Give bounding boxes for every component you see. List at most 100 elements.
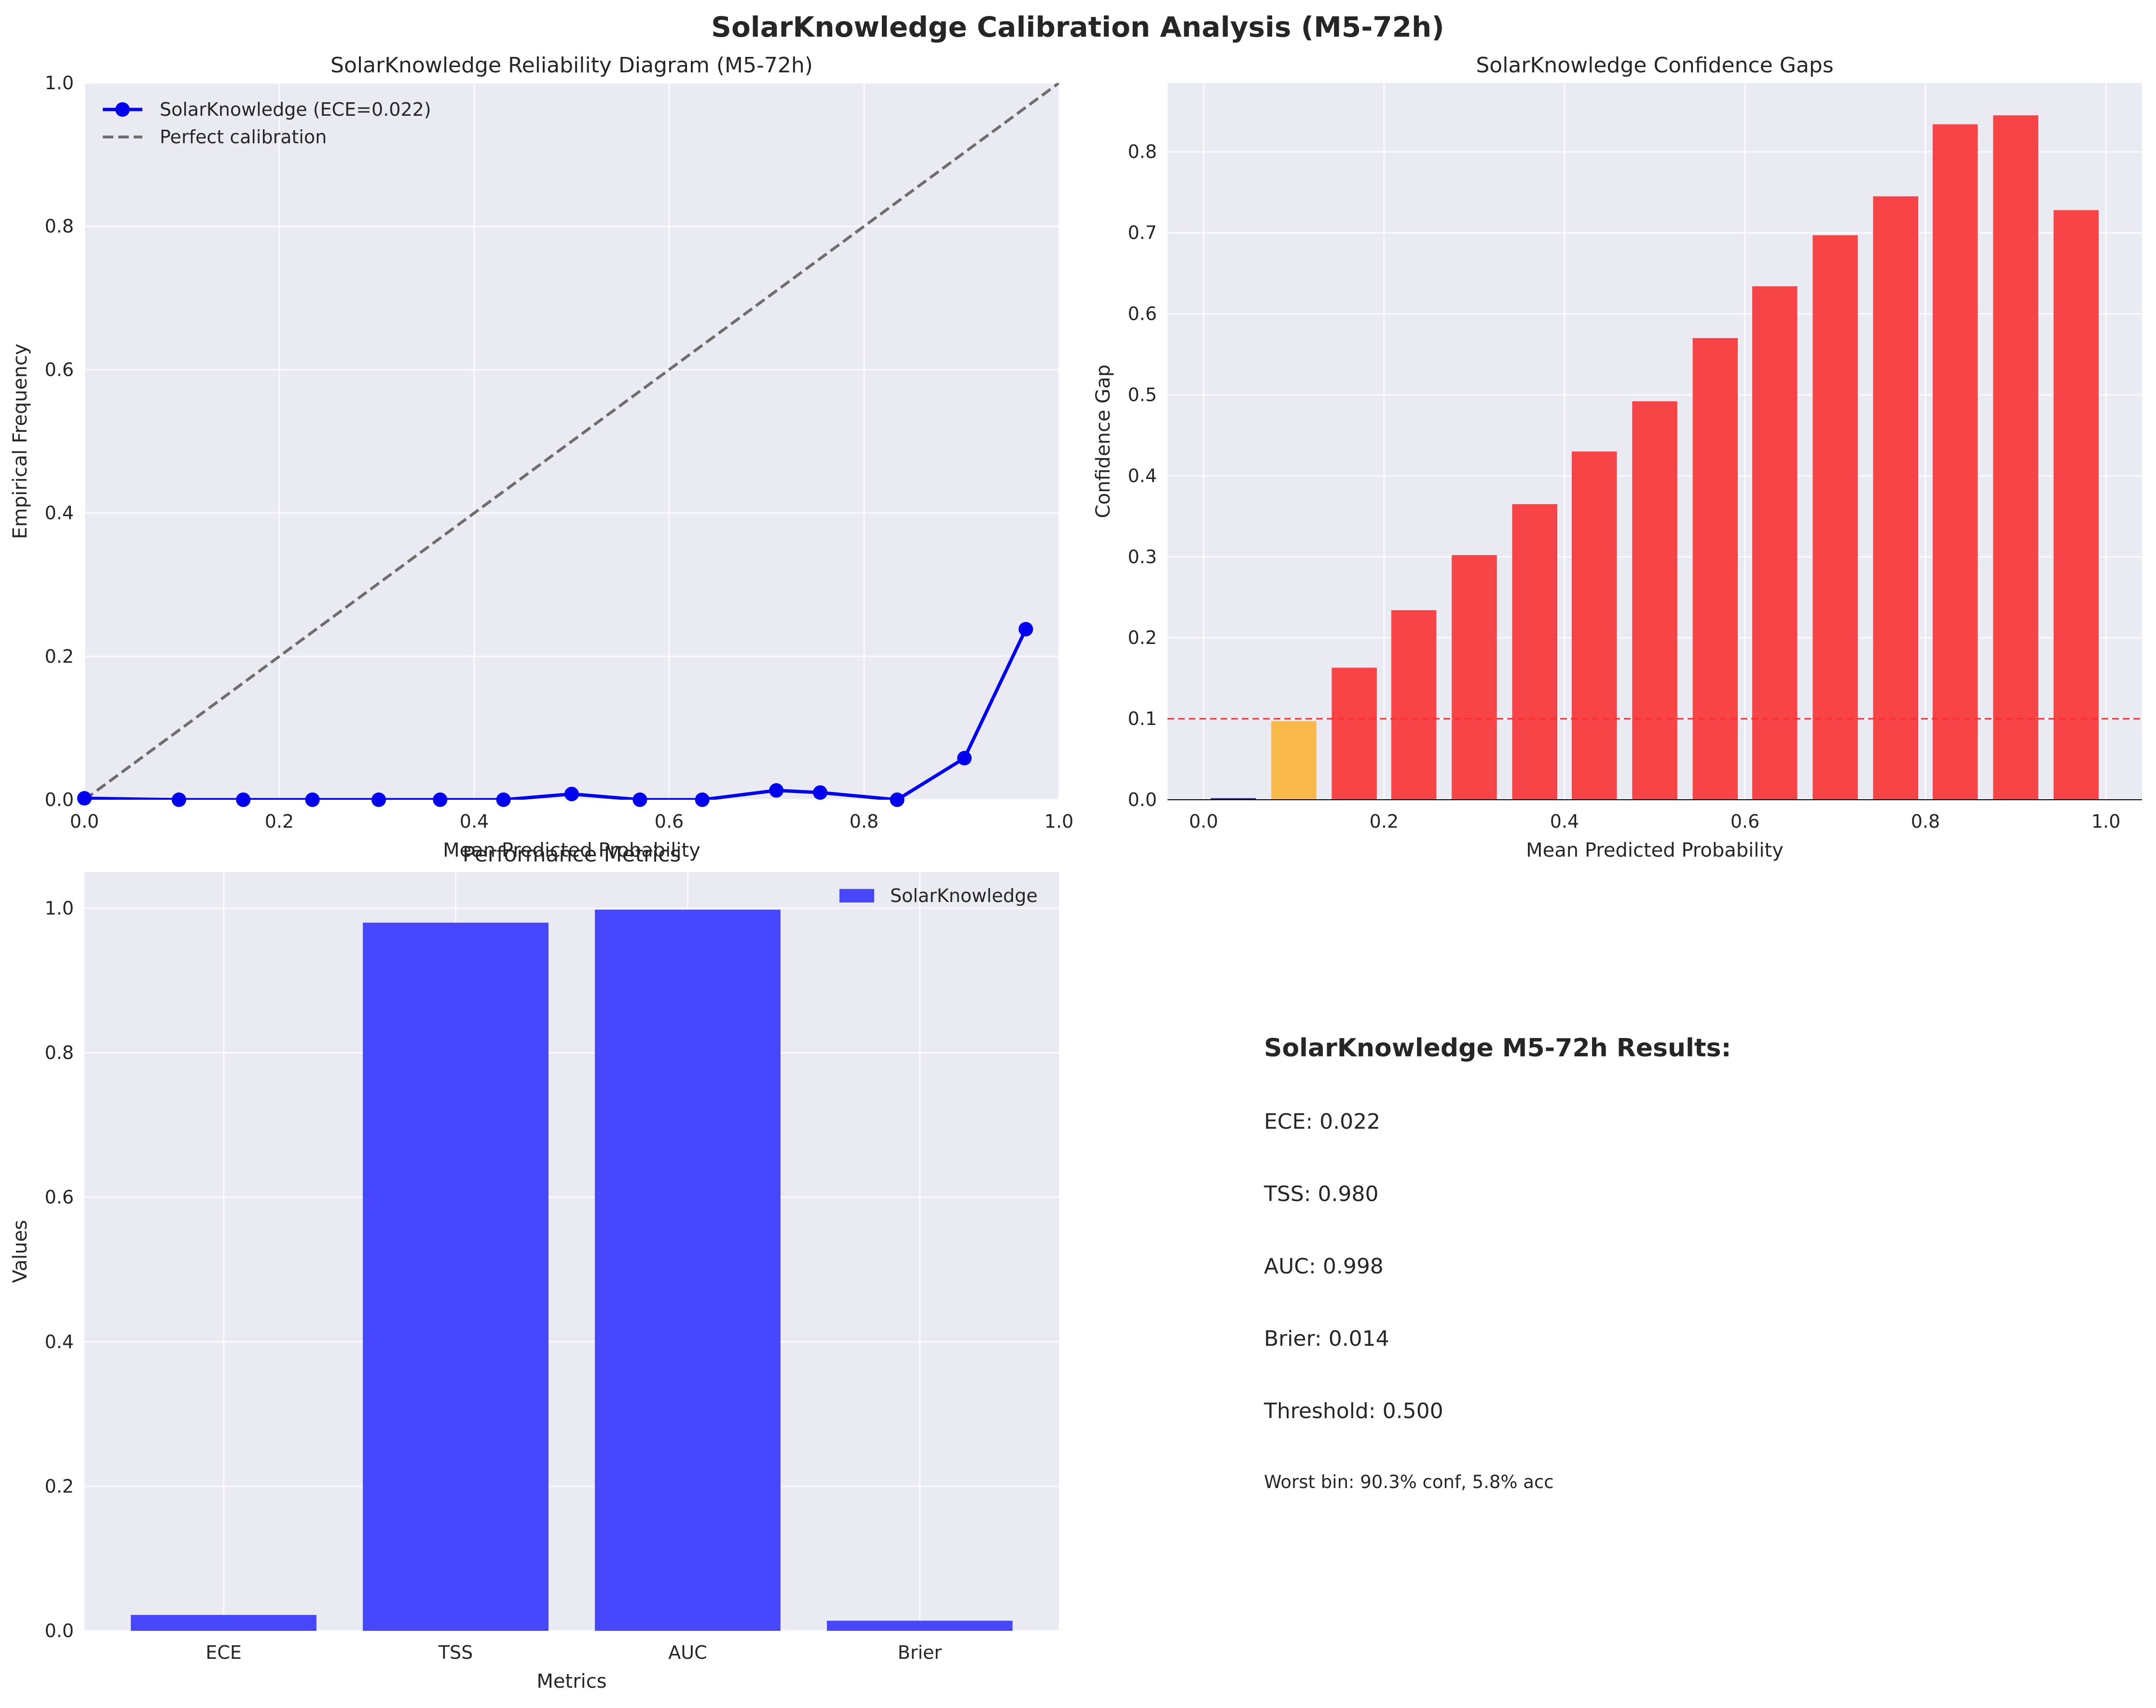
reliability-x-tick-label: 0.2: [265, 811, 294, 832]
metrics-x-tick-label: TSS: [438, 1642, 473, 1663]
metrics-y-tick-label: 0.2: [45, 1476, 74, 1497]
confidence-gap-bar: [1512, 504, 1557, 800]
reliability-point: [371, 793, 386, 807]
metrics-plot-area: [84, 872, 1059, 1631]
gaps-x-tick-label: 0.0: [1189, 811, 1218, 832]
reliability-y-tick-label: 0.4: [45, 503, 74, 524]
confidence-gap-bar: [1933, 124, 1978, 800]
metrics-y-tick-label: 0.4: [45, 1331, 74, 1353]
legend-series-label: SolarKnowledge (ECE=0.022): [160, 99, 431, 120]
confidence-gap-bar: [1210, 798, 1256, 800]
legend-series-marker: [115, 102, 130, 117]
reliability-y-axis-label: Empirical Frequency: [9, 343, 31, 539]
reliability-y-tick-label: 0.0: [45, 789, 74, 810]
gaps-x-tick-label: 0.4: [1550, 811, 1579, 832]
confidence-gap-bar: [1271, 721, 1317, 800]
metrics-x-tick-label: ECE: [206, 1642, 242, 1663]
confidence-gap-bar: [1571, 451, 1617, 800]
confidence-gap-bar: [2053, 210, 2099, 800]
perfect-calibration-line: [84, 83, 1059, 800]
confidence-gap-bar: [1632, 401, 1677, 800]
confidence-gap-bar: [1752, 286, 1798, 800]
reliability-point: [769, 783, 784, 798]
legend-metric-swatch: [839, 889, 874, 902]
reliability-point: [632, 793, 647, 807]
gaps-x-axis-label: Mean Predicted Probability: [1526, 839, 1784, 861]
metric-bar: [827, 1621, 1013, 1631]
metrics-title: Performance Metrics: [463, 842, 681, 867]
confidence-gaps-panel: 0.0 0.2 0.4 0.6 0.8 1.0 0.0 0.1 0.2 0.3 0.4 0.5 0.6 0…: [1092, 53, 2142, 861]
reliability-y-tick-label: 0.2: [45, 646, 74, 667]
reliability-point: [496, 793, 511, 807]
reliability-point: [77, 791, 92, 806]
confidence-gap-bar: [1873, 196, 1919, 800]
legend-metric-label: SolarKnowledge: [890, 885, 1038, 906]
gaps-y-tick-label: 0.8: [1128, 141, 1157, 163]
reliability-point: [813, 785, 828, 800]
results-threshold: Threshold: 0.500: [1263, 1399, 1443, 1423]
gaps-x-tick-label: 0.2: [1370, 811, 1399, 832]
metric-bar: [363, 922, 549, 1631]
reliability-y-tick-label: 1.0: [45, 72, 74, 94]
reliability-point: [433, 793, 448, 807]
confidence-gap-bar: [1692, 338, 1738, 800]
gaps-title: SolarKnowledge Confidence Gaps: [1476, 53, 1833, 78]
results-ece: ECE: 0.022: [1264, 1109, 1380, 1134]
gaps-y-tick-label: 0.7: [1128, 222, 1157, 244]
gaps-y-axis-label: Confidence Gap: [1092, 365, 1114, 519]
metrics-y-tick-label: 0.6: [45, 1187, 74, 1208]
gaps-y-tick-label: 0.4: [1128, 465, 1157, 486]
results-tss: TSS: 0.980: [1263, 1182, 1379, 1206]
reliability-x-tick-label: 0.0: [70, 811, 99, 832]
gaps-y-tick-label: 0.1: [1128, 708, 1157, 729]
legend-perfect-label: Perfect calibration: [160, 126, 327, 148]
reliability-x-tick-label: 0.8: [850, 811, 879, 832]
reliability-title: SolarKnowledge Reliability Diagram (M5-7…: [330, 53, 813, 78]
reliability-x-axis-label: Mean Predicted Probability: [443, 839, 700, 861]
metrics-y-tick-label: 0.8: [45, 1042, 74, 1064]
reliability-diagram-panel: 0.0 0.2 0.4 0.6 0.8 1.0 0.0 0.2 0.4 0.6 0.8 1.0 Sola…: [9, 53, 1073, 861]
metrics-y-tick-label: 1.0: [45, 898, 74, 919]
reliability-point: [171, 793, 186, 807]
results-brier: Brier: 0.014: [1264, 1326, 1389, 1351]
results-text-panel: SolarKnowledge M5-72h Results: ECE: 0.02…: [1263, 1034, 1731, 1492]
reliability-y-tick-label: 0.6: [45, 359, 74, 380]
confidence-gap-bar: [1452, 555, 1497, 800]
confidence-gap-bar: [1813, 235, 1858, 800]
performance-metrics-panel: ECE TSS AUC Brier 0.0 0.2 0.4 0.6 0.8 1.0 Performa…: [9, 842, 1059, 1693]
metric-bar: [131, 1615, 316, 1631]
gaps-y-tick-label: 0.0: [1128, 789, 1157, 810]
reliability-x-tick-label: 0.6: [655, 811, 684, 832]
confidence-gap-bar: [1993, 115, 2038, 800]
reliability-point: [1018, 622, 1033, 637]
figure-suptitle: SolarKnowledge Calibration Analysis (M5-…: [711, 11, 1444, 43]
results-heading: SolarKnowledge M5-72h Results:: [1264, 1034, 1731, 1063]
gaps-x-tick-label: 0.8: [1911, 811, 1940, 832]
metrics-y-axis-label: Values: [9, 1220, 31, 1283]
gaps-y-tick-label: 0.3: [1128, 546, 1157, 567]
reliability-point: [564, 787, 579, 802]
results-auc: AUC: 0.998: [1264, 1254, 1384, 1279]
reliability-point: [957, 751, 972, 765]
reliability-point: [890, 793, 905, 807]
confidence-gap-bar: [1391, 610, 1437, 800]
results-worst-bin: Worst bin: 90.3% conf, 5.8% acc: [1264, 1472, 1554, 1492]
metrics-x-tick-label: AUC: [668, 1642, 707, 1663]
reliability-x-tick-label: 1.0: [1044, 811, 1073, 832]
gaps-y-tick-label: 0.5: [1128, 384, 1157, 405]
metrics-x-axis-label: Metrics: [536, 1670, 606, 1693]
reliability-y-tick-label: 0.8: [45, 216, 74, 237]
reliability-point: [305, 793, 320, 807]
gaps-y-tick-label: 0.2: [1128, 627, 1157, 648]
gaps-x-tick-label: 1.0: [2091, 811, 2120, 832]
reliability-point: [236, 793, 251, 807]
metrics-y-tick-label: 0.0: [45, 1620, 74, 1641]
metrics-x-tick-label: Brier: [898, 1642, 942, 1663]
reliability-point: [695, 793, 710, 807]
confidence-gap-bar: [1332, 668, 1377, 800]
reliability-x-tick-label: 0.4: [460, 811, 489, 832]
gaps-x-tick-label: 0.6: [1730, 811, 1759, 832]
metric-bar: [595, 909, 781, 1631]
gaps-y-tick-label: 0.6: [1128, 303, 1157, 325]
